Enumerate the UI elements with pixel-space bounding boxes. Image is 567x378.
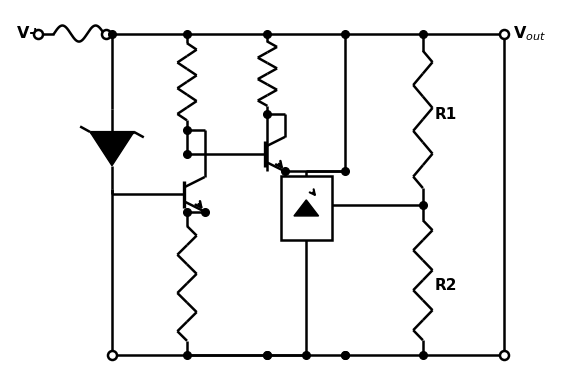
Polygon shape [90,132,134,166]
Text: R2: R2 [435,278,457,293]
Text: V+: V+ [16,26,43,41]
Polygon shape [294,200,319,216]
Text: R1: R1 [435,107,457,122]
FancyBboxPatch shape [281,176,332,240]
Text: V$_{out}$: V$_{out}$ [513,24,546,43]
